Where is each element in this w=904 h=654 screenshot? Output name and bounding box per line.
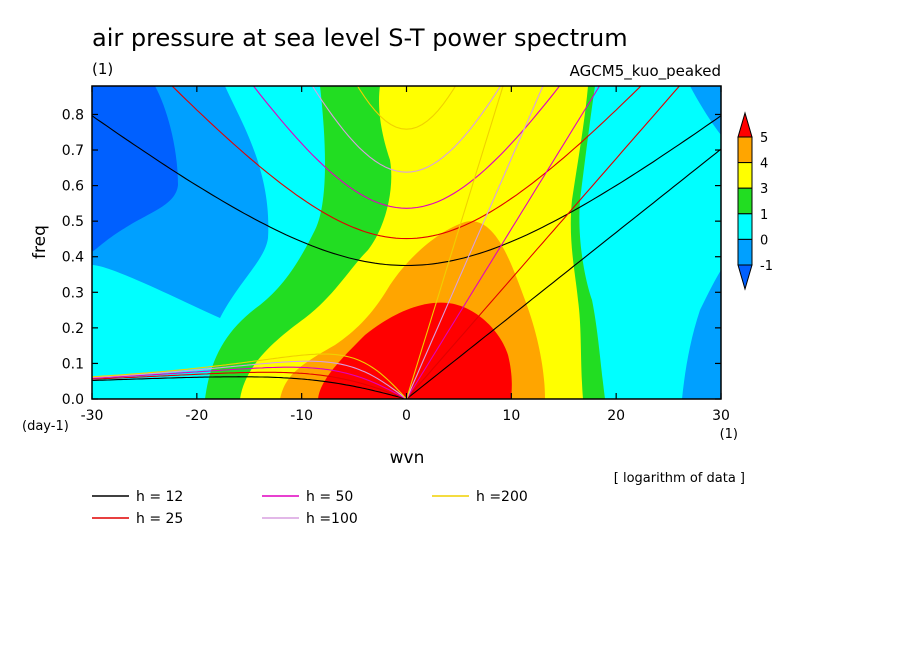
y-tick-label: 0.8 bbox=[62, 107, 84, 123]
colorbar-label: 4 bbox=[760, 157, 768, 172]
contour-level-neg1 bbox=[92, 86, 178, 252]
data-note: [ logarithm of data ] bbox=[614, 471, 745, 486]
dispersion-curve-h25 bbox=[92, 371, 407, 399]
dispersion-curve-h50 bbox=[252, 86, 561, 209]
colorbar-max-arrow bbox=[737, 111, 753, 138]
colorbar-segment bbox=[737, 136, 753, 164]
x-tick-label: 30 bbox=[712, 408, 730, 424]
x-tick-label: 10 bbox=[502, 408, 520, 424]
colorbar-label: -1 bbox=[760, 259, 773, 274]
legend-label: h = 12 bbox=[136, 489, 183, 505]
y-tick-label: 0.1 bbox=[62, 356, 84, 372]
x-axis-unit: (1) bbox=[720, 427, 738, 442]
x-tick-label: -10 bbox=[290, 408, 313, 424]
y-axis-label: freq bbox=[30, 225, 50, 259]
y-axis-unit: (day-1) bbox=[22, 419, 69, 434]
dispersion-curve-h200 bbox=[92, 353, 407, 399]
contour-level-5 bbox=[318, 302, 512, 399]
colorbar-segment bbox=[737, 187, 753, 215]
legend-label: h =100 bbox=[306, 511, 358, 527]
chart-subtitle-right: AGCM5_kuo_peaked bbox=[570, 62, 721, 81]
legend-label: h =200 bbox=[476, 489, 528, 505]
colorbar-segment bbox=[737, 213, 753, 240]
dispersion-curves bbox=[92, 86, 721, 399]
colorbar-segment bbox=[737, 238, 753, 266]
dispersion-curve-h200 bbox=[405, 86, 504, 399]
colorbar-min-arrow bbox=[737, 264, 753, 291]
axis-ticks: -30 -20 -10 0 10 20 30 0.0 0.1 0.2 0.3 0.4 0.5 0.6 0.7… bbox=[62, 86, 730, 424]
dispersion-curve-h50 bbox=[92, 366, 407, 399]
x-tick-label: -30 bbox=[81, 408, 104, 424]
chart-subtitle-left: (1) bbox=[92, 60, 113, 78]
plot-area bbox=[92, 86, 721, 399]
colorbar-segment bbox=[737, 162, 753, 189]
dispersion-curve-h25 bbox=[406, 86, 681, 399]
dispersion-curve-h12 bbox=[92, 115, 721, 267]
y-tick-label: 0.2 bbox=[62, 321, 84, 337]
dispersion-curve-h100 bbox=[311, 86, 502, 173]
x-tick-label: 0 bbox=[402, 408, 411, 424]
x-tick-label: 20 bbox=[607, 408, 625, 424]
y-tick-label: 0.0 bbox=[62, 392, 84, 408]
colorbar-label: 1 bbox=[760, 208, 768, 223]
dispersion-curve-h100 bbox=[405, 86, 544, 399]
y-tick-label: 0.4 bbox=[62, 250, 84, 266]
dispersion-curve-h200 bbox=[356, 86, 457, 130]
legend: h = 12 h = 25 h = 50 h =100 h =200 bbox=[92, 489, 528, 527]
colorbar-label: 0 bbox=[760, 233, 768, 248]
legend-label: h = 50 bbox=[306, 489, 353, 505]
y-tick-label: 0.7 bbox=[62, 143, 84, 159]
legend-label: h = 25 bbox=[136, 511, 183, 527]
dispersion-curve-h12 bbox=[92, 376, 407, 399]
dispersion-curve-h25 bbox=[171, 86, 642, 240]
x-axis-label: wvn bbox=[390, 448, 425, 468]
x-tick-label: -20 bbox=[185, 408, 208, 424]
y-tick-label: 0.6 bbox=[62, 179, 84, 195]
dispersion-curve-h100 bbox=[92, 360, 407, 399]
colorbar-label: 5 bbox=[760, 131, 768, 146]
chart-title: air pressure at sea level S-T power spec… bbox=[92, 24, 628, 52]
y-tick-label: 0.3 bbox=[62, 285, 84, 301]
colorbar: 5 4 3 1 0 -1 bbox=[737, 111, 773, 291]
dispersion-curve-h50 bbox=[406, 86, 601, 399]
colorbar-label: 3 bbox=[760, 182, 768, 197]
dispersion-curve-h12 bbox=[406, 148, 721, 399]
y-tick-label: 0.5 bbox=[62, 214, 84, 230]
